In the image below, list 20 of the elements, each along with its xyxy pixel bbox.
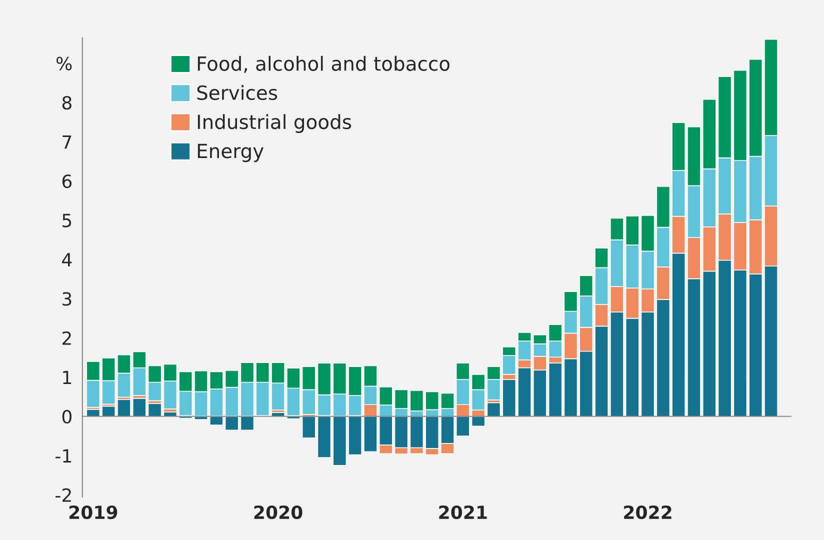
y-tick-label: -2 xyxy=(56,488,71,502)
y-tick-label: % xyxy=(56,56,72,70)
legend-label: Energy xyxy=(198,144,264,162)
legend-label: Services xyxy=(197,85,278,100)
y-tick-label: 3 xyxy=(62,292,72,306)
y-tick-label: 7 xyxy=(62,135,72,149)
x-tick-label: 2020 xyxy=(254,505,302,520)
y-tick-label: 2 xyxy=(62,331,71,345)
y-tick-label: 5 xyxy=(62,214,72,228)
y-tick-label: 6 xyxy=(62,174,72,188)
legend-label: Industrial goods xyxy=(198,114,352,133)
legend-label: Food, alcohol and tobacco xyxy=(198,56,450,73)
x-tick-label: 2022 xyxy=(624,505,672,520)
x-tick-label: 2021 xyxy=(439,505,487,520)
y-tick-label: 8 xyxy=(62,96,72,110)
x-tick-label: 2019 xyxy=(69,505,118,520)
y-tick-label: 0 xyxy=(62,410,72,424)
y-tick-label: 1 xyxy=(63,370,72,384)
y-tick-label: -1 xyxy=(56,449,72,462)
y-tick-label: 4 xyxy=(62,253,72,266)
